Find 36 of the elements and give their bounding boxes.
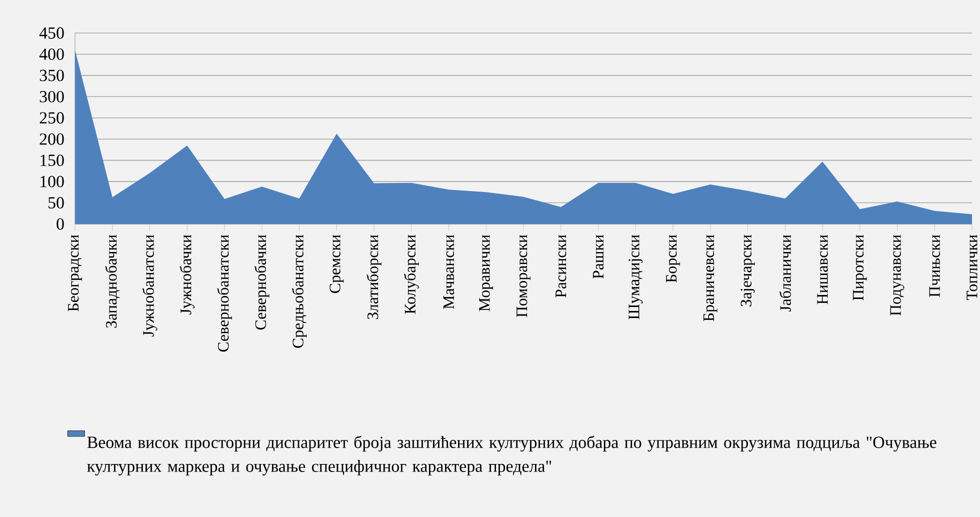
y-tick-label: 100 [40, 176, 64, 188]
y-tick-label: 450 [39, 27, 64, 39]
y-tick-label: 250 [40, 112, 64, 124]
x-tick-label: Севернобачки [254, 234, 270, 330]
y-tick-label: 400 [39, 48, 64, 60]
x-tick-label: Јужнобанатски [142, 234, 158, 337]
x-tick-label: Моравички [479, 234, 494, 312]
y-tick-label: 350 [40, 70, 64, 82]
x-tick-label: Београдски [68, 234, 82, 312]
legend-label: Веома висок просторни диспаритет броја заштићених културних добара по управним окрузима подциља "Очување културних маркера и очување специфичног карактера предела" [87, 436, 936, 476]
x-tick-label: Колубарски [404, 234, 419, 314]
x-tick-label: Западнобачки [105, 234, 120, 328]
x-tick-label: Браничевски [703, 234, 718, 322]
x-tick-label: Пчињски [929, 234, 940, 297]
x-tick-label: Поморавски [516, 234, 530, 318]
x-tick-label: Мачвански [443, 234, 454, 309]
y-tick-label: 200 [40, 133, 64, 145]
x-tick-label: Севернобанатски [217, 234, 232, 352]
x-tick-label: Подунавски [890, 234, 904, 316]
x-tick-label: Јужнобачки [180, 234, 195, 314]
y-tick-label: 150 [40, 154, 64, 166]
x-tick-label: Топлички [966, 234, 978, 300]
x-tick-label: Рашки [592, 234, 604, 279]
x-tick-label: Борски [666, 234, 680, 283]
y-tick-label: 0 [56, 218, 64, 230]
x-tick-label: Средњобанатски [292, 234, 307, 348]
y-tick-label: 50 [48, 197, 64, 208]
x-tick-label: Нишавски [817, 234, 828, 304]
x-tick-label: Пиротски [852, 234, 867, 300]
x-tick-label: Шумадијски [628, 234, 643, 320]
x-tick-label: Расински [556, 234, 566, 298]
x-tick-label: Сремски [330, 234, 344, 293]
x-tick-label: Јабланички [779, 234, 791, 312]
y-tick-label: 300 [40, 90, 64, 102]
x-tick-label: Златиборски [366, 234, 382, 320]
x-tick-label: Зајечарски [740, 234, 755, 306]
